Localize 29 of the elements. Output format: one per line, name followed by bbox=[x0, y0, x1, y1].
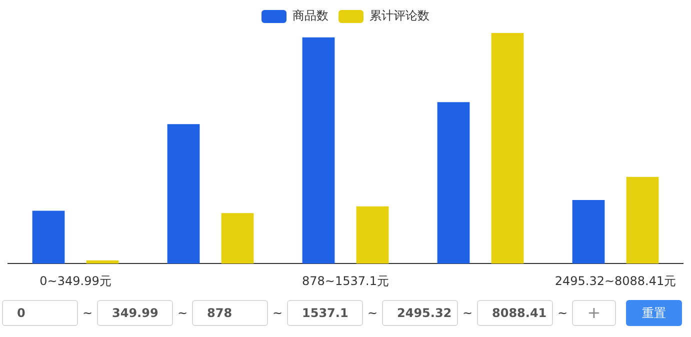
text: ~ bbox=[556, 306, 569, 320]
text: 0 bbox=[2, 300, 78, 326]
bar bbox=[626, 176, 659, 264]
text: ~ bbox=[461, 306, 474, 320]
bar bbox=[167, 124, 200, 264]
text: ~ bbox=[271, 306, 284, 320]
bar bbox=[437, 102, 470, 264]
text: 1537.1 bbox=[287, 300, 363, 326]
text: + bbox=[572, 300, 616, 326]
text: 878 bbox=[192, 300, 268, 326]
bar bbox=[356, 206, 389, 264]
x-tick-label: 878~1537.1元 bbox=[302, 274, 389, 288]
bar bbox=[491, 33, 524, 264]
x-tick-label: 2495.32~8088.41元 bbox=[554, 274, 676, 288]
text: 8088.41 bbox=[477, 300, 553, 326]
text: 349.99 bbox=[97, 300, 173, 326]
bar bbox=[572, 200, 605, 264]
text: 重置 bbox=[626, 300, 682, 326]
bar bbox=[32, 210, 65, 264]
bar bbox=[221, 213, 254, 264]
x-tick-label: 0~349.99元 bbox=[40, 274, 112, 288]
text: ~ bbox=[366, 306, 379, 320]
legend-label: 累计评论数 bbox=[370, 8, 430, 23]
bar bbox=[86, 260, 119, 264]
legend-label: 商品数 bbox=[292, 8, 328, 23]
bar bbox=[302, 37, 335, 264]
text: ~ bbox=[81, 306, 94, 320]
text: ~ bbox=[176, 306, 189, 320]
text: 2495.32 bbox=[382, 300, 458, 326]
